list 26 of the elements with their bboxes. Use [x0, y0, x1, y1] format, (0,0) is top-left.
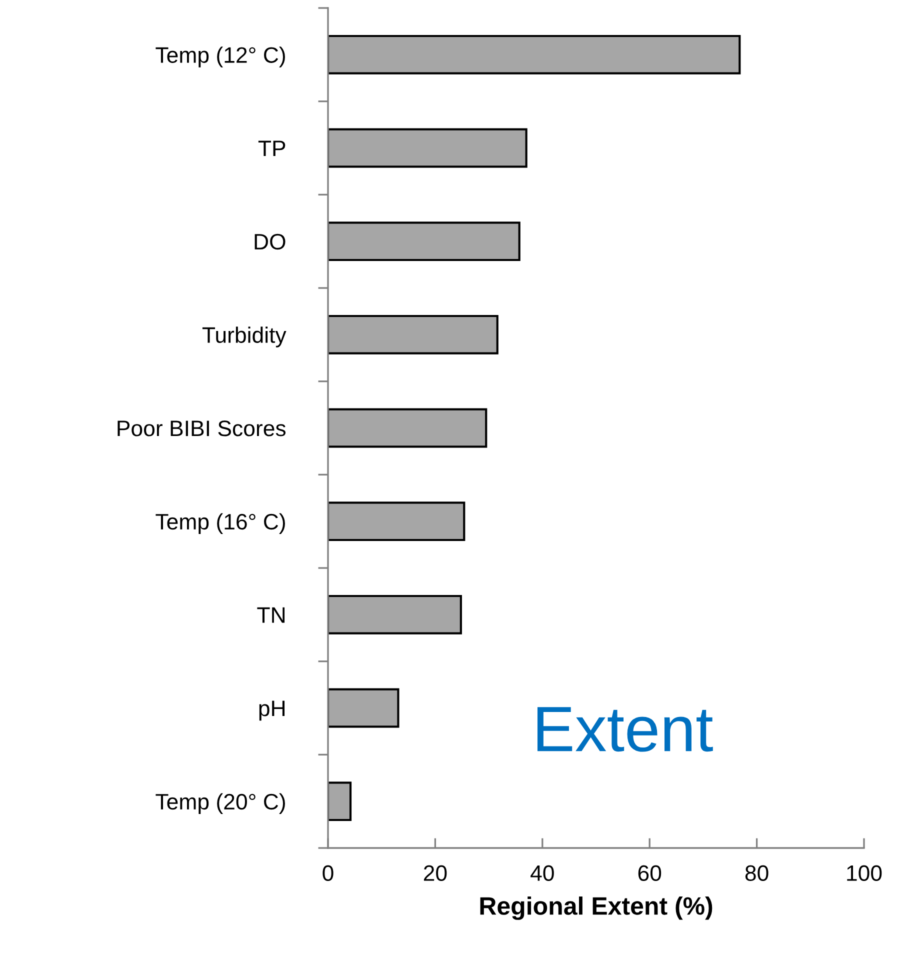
x-tick-label: 0 — [322, 865, 334, 881]
bar — [328, 502, 466, 542]
annotation: Extent — [537, 707, 713, 752]
bar — [328, 222, 520, 262]
y-tick-label: pH — [259, 700, 285, 721]
bar — [328, 128, 528, 168]
x-tick-label: 60 — [638, 865, 662, 881]
y-tick-label: TP — [258, 140, 286, 156]
x-tick-label: 80 — [745, 865, 768, 881]
bar — [328, 782, 352, 822]
x-tick-label: 100 — [847, 865, 882, 881]
x-tick-label: 20 — [424, 865, 447, 881]
bar — [328, 594, 462, 634]
bar — [328, 408, 488, 448]
y-tick-label: Temp (12° C) — [156, 46, 285, 68]
bar — [328, 688, 400, 728]
x-tick-label: 40 — [530, 865, 554, 881]
x-axis-title: Regional Extent (%) — [480, 896, 712, 920]
y-tick-label: Poor BIBI Scores — [118, 420, 286, 436]
y-tick-label: DO — [254, 234, 286, 250]
bar — [328, 314, 498, 354]
y-tick-label: Temp (20° C) — [156, 793, 285, 814]
y-tick-label: Turbidity — [202, 326, 286, 348]
bar — [328, 34, 741, 74]
y-tick-label: TN — [257, 607, 285, 623]
y-tick-label: Temp (16° C) — [156, 513, 285, 534]
